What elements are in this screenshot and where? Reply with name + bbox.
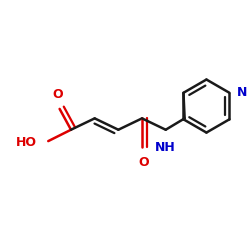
Text: N: N [237, 86, 247, 99]
Text: HO: HO [16, 136, 37, 149]
Text: NH: NH [155, 141, 176, 154]
Text: O: O [52, 88, 63, 101]
Text: O: O [138, 156, 149, 169]
